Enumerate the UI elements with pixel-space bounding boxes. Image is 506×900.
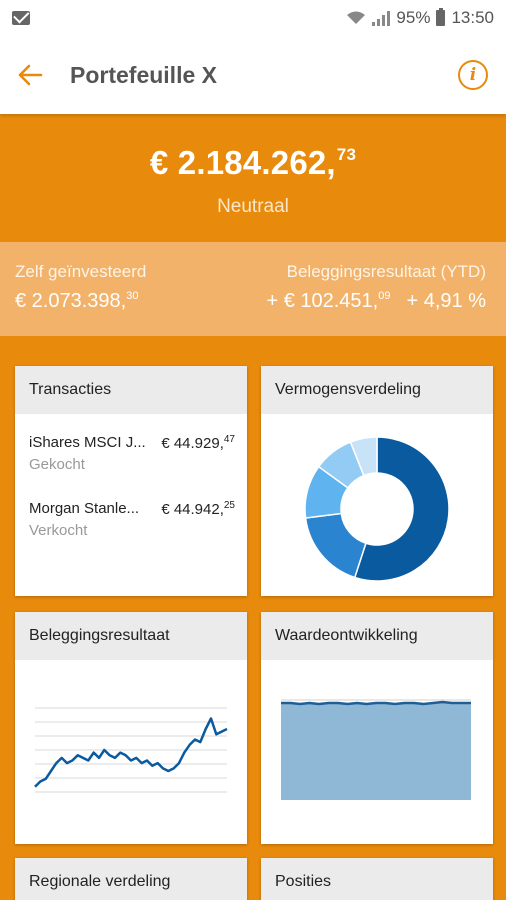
transaction-type: Gekocht (29, 456, 85, 473)
invested-block: Zelf geïnvesteerd € 2.073.398,30 (15, 262, 146, 313)
value-area (281, 702, 471, 800)
donut-chart (304, 436, 450, 582)
area-chart-container (261, 660, 493, 844)
total-cents: 73 (336, 145, 357, 164)
transaction-amount: € 44.942,25 (161, 500, 235, 518)
amount-cents: 47 (223, 434, 235, 445)
donut-slice-0 (353, 436, 450, 582)
invested-value: € 2.073.398,30 (15, 290, 146, 313)
app-bar: Portefeuille X i (0, 36, 506, 114)
area-chart (281, 699, 471, 800)
card-title: Transacties (15, 366, 247, 414)
invested-cents: 30 (126, 290, 139, 302)
total-main: € 2.184.262, (149, 144, 336, 181)
transaction-name: iShares MSCI J... (29, 434, 146, 451)
status-bar: 95% 13:50 (0, 0, 506, 36)
info-button[interactable]: i (458, 60, 488, 90)
result-cents: 09 (378, 290, 391, 302)
invested-label: Zelf geïnvesteerd (15, 262, 147, 281)
card-title: Waardeontwikkeling (261, 612, 493, 660)
page-title: Portefeuille X (70, 61, 217, 88)
result-label: Beleggingsresultaat (YTD) (286, 262, 486, 281)
clock: 13:50 (451, 8, 494, 27)
result-main: + € 102.451, (266, 290, 379, 312)
signal-icon (372, 10, 391, 26)
donut-chart-container (261, 414, 493, 596)
amount-main: € 44.942, (161, 501, 224, 518)
amount-main: € 44.929, (161, 435, 224, 452)
card-title: Regionale verdeling (15, 858, 247, 900)
portfolio-status: Neutraal (217, 196, 289, 217)
wifi-icon (347, 11, 366, 24)
card-waardeontwikkeling[interactable]: Waardeontwikkeling (261, 612, 493, 844)
arrow-left-icon (18, 64, 43, 86)
card-title: Beleggingsresultaat (15, 612, 247, 660)
info-icon: i (469, 65, 477, 85)
invested-main: € 2.073.398, (15, 290, 127, 312)
portfolio-total-section: € 2.184.262,73 Neutraal (0, 114, 506, 242)
summary-band: Zelf geïnvesteerd € 2.073.398,30 Beleggi… (0, 242, 506, 336)
card-title: Vermogensverdeling (261, 366, 493, 414)
card-transacties[interactable]: Transacties iShares MSCI J... € 44.929,47… (15, 366, 247, 596)
battery-icon (436, 8, 446, 26)
line-chart (34, 707, 228, 793)
result-block: Beleggingsresultaat (YTD) + € 102.451,09… (266, 262, 486, 313)
amount-cents: 25 (223, 500, 235, 511)
card-vermogensverdeling[interactable]: Vermogensverdeling (261, 366, 493, 596)
value-area-line (281, 700, 471, 706)
result-line (34, 717, 228, 788)
donut-slice-1 (304, 512, 367, 579)
card-title: Posities (261, 858, 493, 900)
result-value: + € 102.451,09 + 4,91 % (266, 290, 486, 313)
transaction-type: Verkocht (29, 522, 88, 539)
donut-slice-4 (349, 436, 378, 477)
battery-percent: 95% (396, 8, 431, 27)
transaction-amount: € 44.929,47 (161, 434, 235, 452)
card-regionale-verdeling[interactable]: Regionale verdeling (15, 858, 247, 900)
list-item[interactable]: Morgan Stanle... € 44.942,25 Verkocht (29, 500, 235, 539)
mail-icon (12, 11, 30, 25)
line-chart-container (15, 660, 247, 844)
card-posities[interactable]: Posities (261, 858, 493, 900)
list-item[interactable]: iShares MSCI J... € 44.929,47 Gekocht (29, 434, 235, 473)
back-button[interactable] (0, 36, 60, 114)
transaction-name: Morgan Stanle... (29, 500, 140, 517)
card-beleggingsresultaat[interactable]: Beleggingsresultaat (15, 612, 247, 844)
result-percentage: + 4,91 % (406, 290, 486, 312)
portfolio-total-value: € 2.184.262,73 (0, 144, 506, 182)
